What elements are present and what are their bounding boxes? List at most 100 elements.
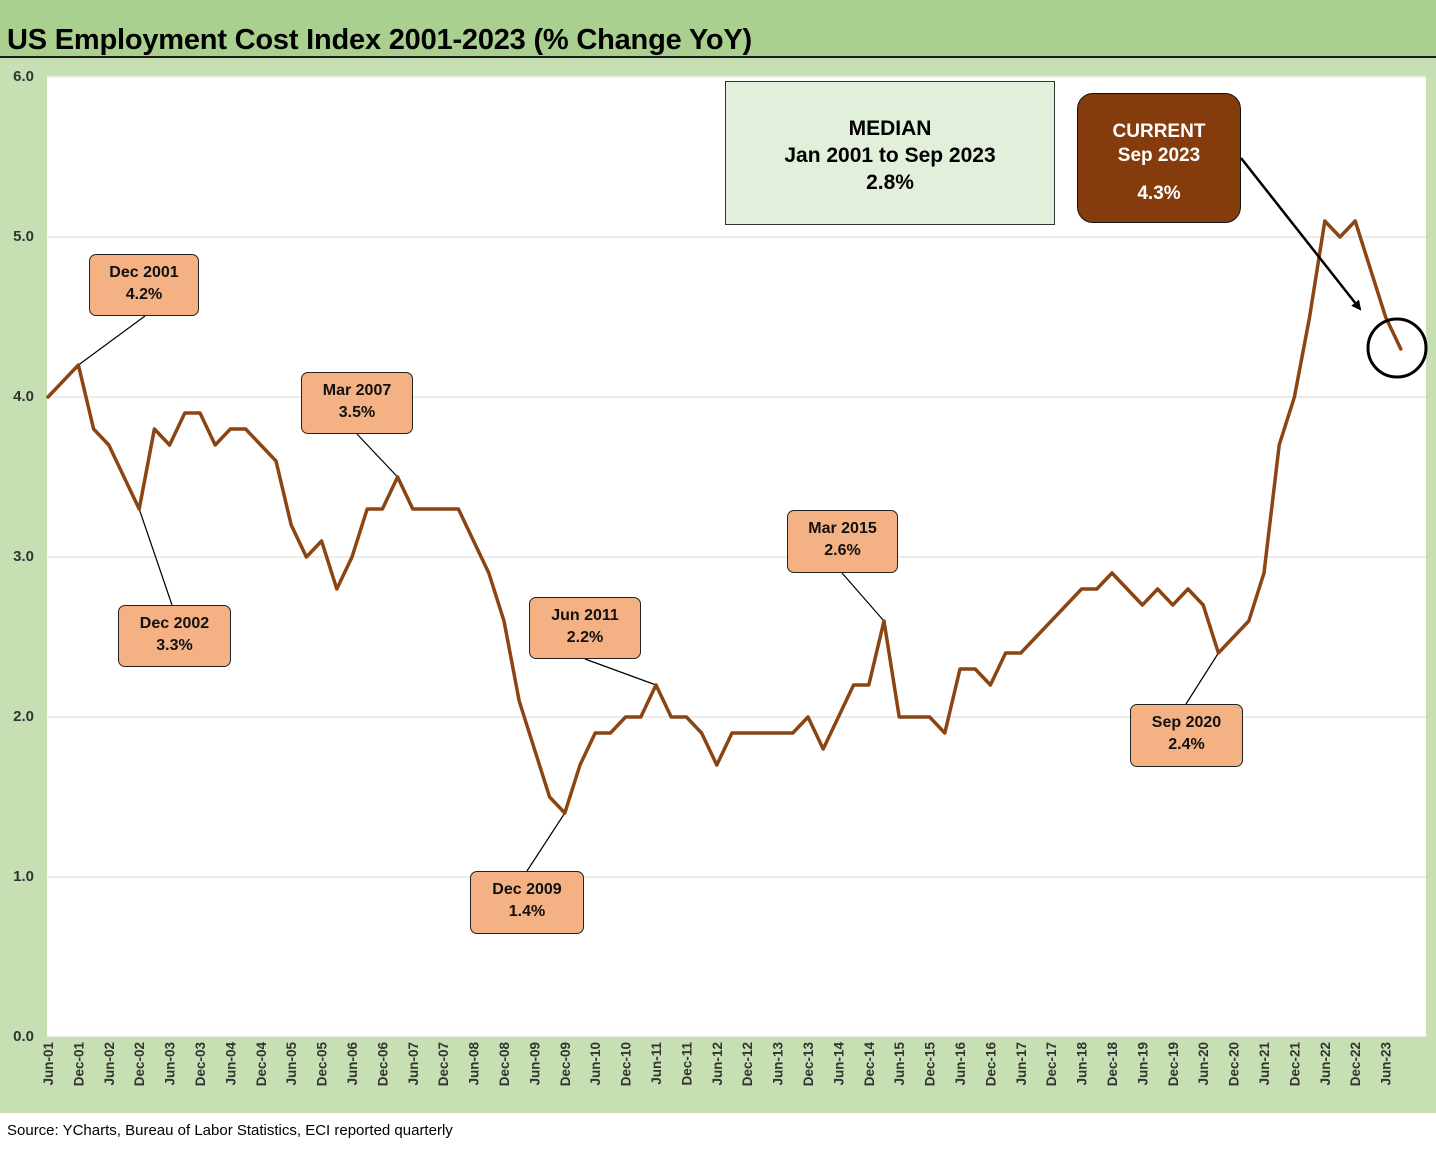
data-point-Dec-22: [1353, 219, 1357, 223]
callout-leader-Jun-11: [584, 658, 657, 686]
x-tick-label: Jun-05: [284, 1042, 299, 1086]
x-tick-label: Jun-08: [467, 1042, 482, 1086]
x-tick-label: Jun-23: [1379, 1042, 1394, 1086]
data-points: [46, 219, 1403, 815]
data-point-Mar-10: [578, 763, 582, 767]
data-point-Mar-19: [1125, 587, 1129, 591]
data-point-Jun-13: [776, 731, 780, 735]
x-tick-label: Jun-12: [710, 1042, 725, 1086]
x-tick-label: Dec-07: [436, 1042, 451, 1086]
data-point-Mar-05: [274, 459, 278, 463]
x-tick-label: Dec-14: [862, 1042, 877, 1087]
x-tick-label: Dec-09: [558, 1042, 573, 1086]
data-point-Sep-11: [669, 715, 673, 719]
data-point-Dec-19: [1171, 603, 1175, 607]
data-point-Sep-01: [61, 379, 65, 383]
callout-value: 1.4%: [508, 903, 546, 920]
data-point-Mar-03: [152, 427, 156, 431]
data-point-Dec-11: [684, 715, 688, 719]
data-point-Jun-23: [1384, 315, 1388, 319]
data-point-Sep-18: [1095, 587, 1099, 591]
x-tick-label: Jun-06: [345, 1042, 360, 1086]
data-point-Mar-08: [456, 507, 460, 511]
data-point-Mar-20: [1186, 587, 1190, 591]
x-tick-label: Jun-02: [102, 1042, 117, 1086]
x-tick-label: Jun-11: [649, 1042, 664, 1085]
data-point-Jun-06: [350, 555, 354, 559]
callout-dec-2009: Dec 2009 1.4%: [470, 871, 584, 934]
callout-value: 2.4%: [1168, 736, 1205, 753]
eci-series-line: [46, 219, 1403, 815]
data-point-Dec-17: [1049, 619, 1053, 623]
callout-leader-Dec-02: [138, 508, 173, 606]
x-tick-label: Dec-02: [132, 1042, 147, 1086]
data-point-Sep-10: [608, 731, 612, 735]
data-point-Dec-14: [867, 683, 871, 687]
callout-dec-2001: Dec 2001 4.2%: [89, 254, 199, 316]
data-point-Dec-06: [380, 507, 384, 511]
y-tick-label: 2.0: [13, 708, 34, 725]
x-tick-label: Dec-21: [1287, 1042, 1302, 1087]
x-tick-label: Jun-17: [1014, 1042, 1029, 1086]
x-tick-label: Dec-04: [254, 1042, 269, 1087]
x-tick-label: Jun-15: [892, 1042, 907, 1086]
data-point-Sep-14: [852, 683, 856, 687]
callout-date: Jun 2011: [551, 607, 619, 624]
x-tick-label: Dec-16: [983, 1042, 998, 1087]
data-point-Sep-19: [1156, 587, 1160, 591]
data-point-Jun-03: [168, 443, 172, 447]
data-point-Mar-13: [760, 731, 764, 735]
data-point-Dec-01: [76, 363, 80, 367]
y-tick-label: 1.0: [13, 868, 34, 885]
data-point-Sep-22: [1338, 235, 1342, 239]
x-tick-label: Jun-21: [1257, 1042, 1272, 1086]
callout-leader-Mar-07: [356, 433, 399, 478]
x-tick-label: Jun-20: [1196, 1042, 1211, 1086]
current-highlight-circle: [1366, 317, 1428, 379]
data-point-Sep-12: [730, 731, 734, 735]
data-point-Jun-18: [1080, 587, 1084, 591]
x-tick-label: Jun-04: [223, 1042, 238, 1086]
data-point-Jun-05: [289, 523, 293, 527]
callout-date: Dec 2009: [492, 881, 562, 898]
callout-value: 3.5%: [338, 404, 376, 421]
median-period: Jan 2001 to Sep 2023: [784, 144, 996, 167]
x-tick-label: Jun-13: [771, 1042, 786, 1086]
callout-leader-Dec-09: [526, 812, 566, 872]
x-tick-label: Dec-10: [619, 1042, 634, 1086]
data-point-Jun-20: [1201, 603, 1205, 607]
data-point-Jun-02: [107, 443, 111, 447]
callout-leader-lines: [78, 315, 1219, 872]
x-tick-label: Jun-22: [1318, 1042, 1333, 1086]
data-point-Jun-01: [46, 395, 50, 399]
data-point-Mar-07: [396, 475, 400, 479]
x-tick-label: Jun-10: [588, 1042, 603, 1086]
data-point-Mar-22: [1308, 315, 1312, 319]
x-tick-label: Jun-16: [953, 1042, 968, 1086]
data-point-Mar-23: [1368, 267, 1372, 271]
x-tick-label: Jun-18: [1075, 1042, 1090, 1086]
data-point-Dec-12: [745, 731, 749, 735]
callout-mar-2015: Mar 2015 2.6%: [787, 510, 898, 573]
data-point-Mar-15: [882, 619, 886, 623]
data-point-Jun-15: [897, 715, 901, 719]
x-tick-label: Dec-03: [193, 1042, 208, 1087]
data-point-Sep-16: [973, 667, 977, 671]
x-tick-label: Dec-01: [71, 1042, 86, 1087]
data-point-Jun-12: [715, 763, 719, 767]
data-point-Dec-10: [624, 715, 628, 719]
data-point-Jun-10: [593, 731, 597, 735]
callout-leader-Mar-15: [841, 572, 885, 622]
data-point-Jun-08: [472, 539, 476, 543]
data-point-Sep-08: [487, 571, 491, 575]
data-point-Jun-21: [1262, 571, 1266, 575]
x-tick-label: Dec-11: [679, 1042, 694, 1086]
median-heading: MEDIAN: [848, 117, 932, 140]
y-tick-label: 4.0: [13, 388, 34, 405]
data-point-Mar-17: [1004, 651, 1008, 655]
data-point-Mar-12: [700, 731, 704, 735]
x-tick-label: Jun-14: [831, 1042, 846, 1086]
gridlines: [47, 76, 1426, 1038]
data-point-Jun-22: [1323, 219, 1327, 223]
